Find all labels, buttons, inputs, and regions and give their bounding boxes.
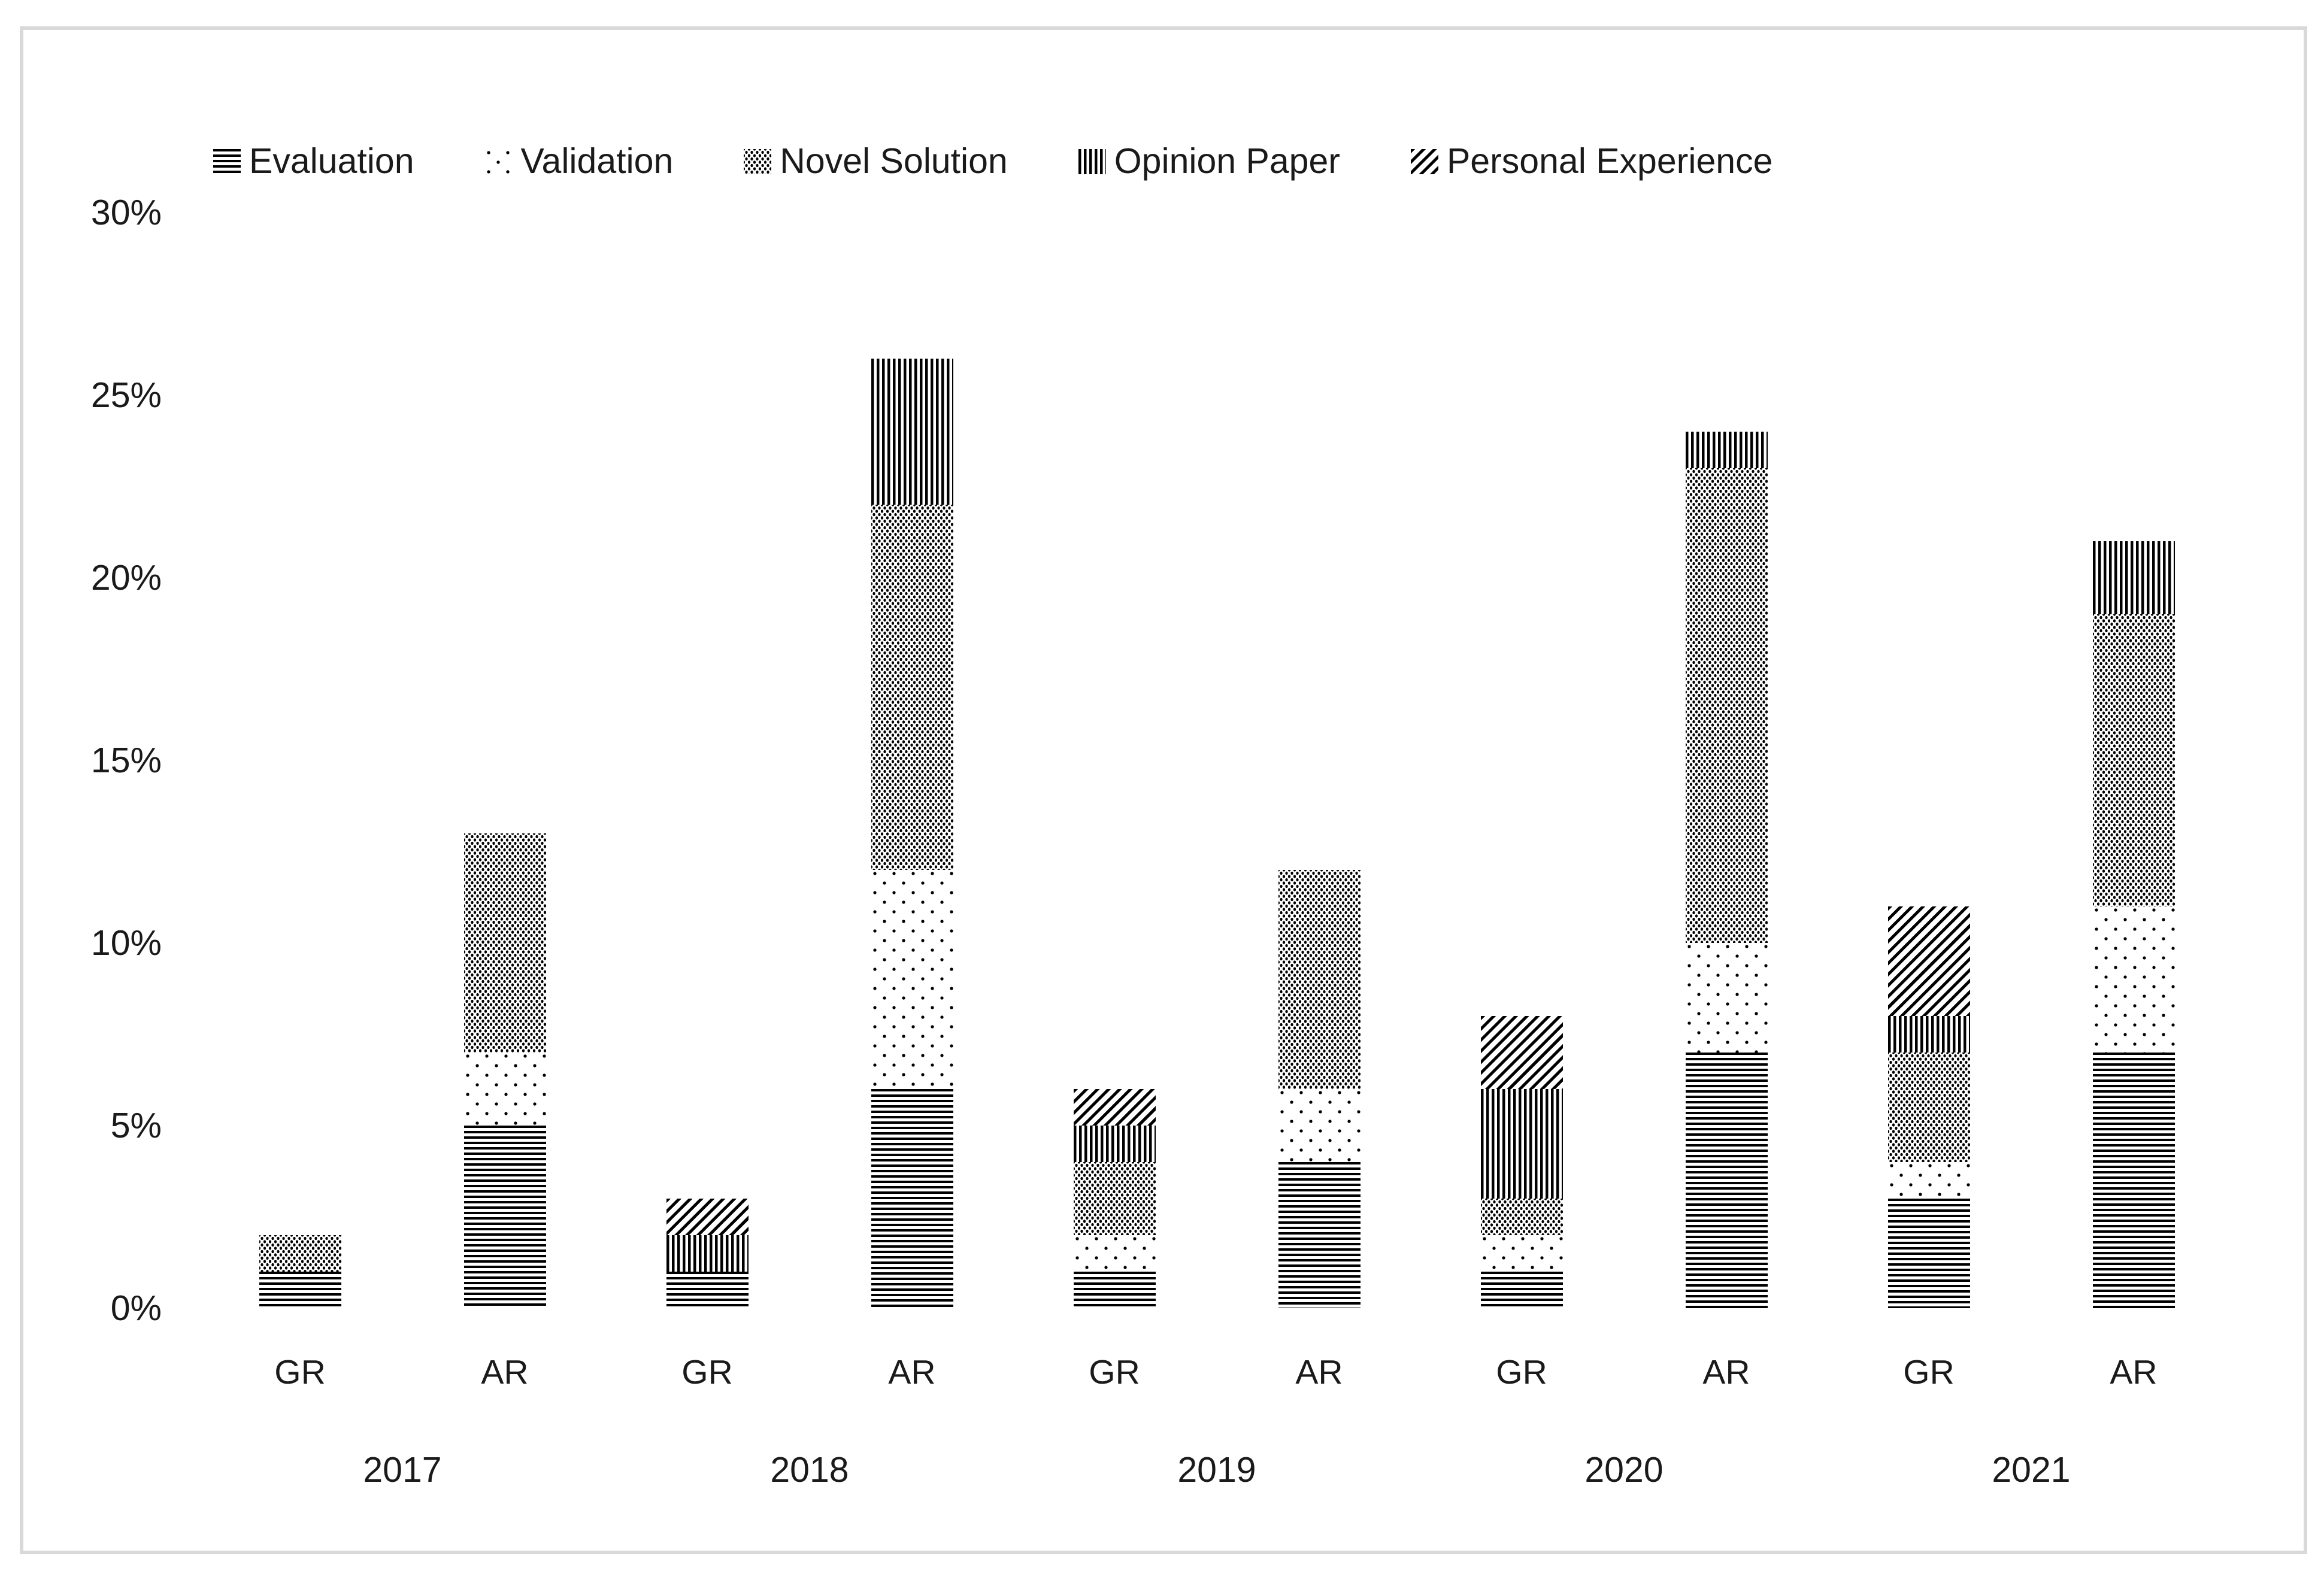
legend-item-diagonal-lines: Personal Experience: [1410, 141, 1773, 181]
x-year-label-2020: 2020: [1584, 1450, 1664, 1490]
sparse-dots-swatch: [484, 148, 513, 174]
y-tick-label: 10%: [90, 923, 162, 963]
segment-novel-solution: [1887, 1053, 1970, 1162]
segment-validation: [2092, 906, 2175, 1053]
segment-opinion-paper: [1480, 1089, 1563, 1199]
x-year-label-2018: 2018: [770, 1450, 849, 1490]
segment-evaluation: [1073, 1272, 1156, 1308]
segment-novel-solution: [1073, 1162, 1156, 1235]
x-bar-label-2018-gr: GR: [681, 1353, 733, 1391]
stacked-bar-2020-gr: [1480, 1016, 1563, 1308]
segment-evaluation: [463, 1126, 546, 1308]
y-tick-label: 0%: [110, 1288, 162, 1328]
segment-validation: [1685, 943, 1768, 1053]
x-bar-label-2021-gr: GR: [1903, 1353, 1955, 1391]
segment-novel-solution: [259, 1235, 341, 1272]
stacked-bar-2017-ar: [463, 833, 546, 1308]
legend-label: Novel Solution: [780, 141, 1008, 181]
segment-opinion-paper: [2092, 541, 2175, 614]
x-bar-label-2019-gr: GR: [1089, 1353, 1140, 1391]
segment-personal-experience: [666, 1199, 749, 1235]
segment-novel-solution: [1685, 468, 1768, 943]
segment-opinion-paper: [1887, 1016, 1970, 1053]
x-bar-label-2017-gr: GR: [274, 1353, 326, 1391]
segment-validation: [1073, 1235, 1156, 1272]
legend-item-horizontal-lines: Evaluation: [213, 144, 414, 179]
segment-personal-experience: [1073, 1089, 1156, 1126]
x-bar-label-2020-ar: AR: [1702, 1353, 1750, 1391]
segment-novel-solution: [2092, 614, 2175, 906]
segment-opinion-paper: [871, 359, 953, 505]
legend-item-sparse-dots: Validation: [484, 141, 674, 181]
stacked-bar-2019-ar: [1278, 870, 1361, 1308]
y-tick-label: 25%: [90, 375, 162, 415]
vertical-stripes-swatch: [1078, 148, 1106, 174]
segment-novel-solution: [1480, 1199, 1563, 1235]
dense-dots-swatch: [744, 148, 772, 174]
segment-evaluation: [871, 1089, 953, 1308]
stacked-bar-2018-gr: [666, 1199, 749, 1308]
segment-evaluation: [1685, 1053, 1768, 1308]
segment-validation: [871, 870, 953, 1089]
segment-validation: [1480, 1235, 1563, 1272]
x-year-label-2017: 2017: [363, 1450, 442, 1490]
legend-item-dense-dots: Novel Solution: [744, 141, 1008, 181]
stacked-bar-2021-ar: [2092, 541, 2175, 1308]
segment-validation: [463, 1053, 546, 1126]
x-year-label-2019: 2019: [1177, 1450, 1256, 1490]
segment-evaluation: [259, 1272, 341, 1308]
legend-label: Personal Experience: [1446, 141, 1773, 181]
stacked-bar-2021-gr: [1887, 906, 1970, 1308]
segment-personal-experience: [1887, 906, 1970, 1016]
segment-novel-solution: [1278, 870, 1361, 1089]
x-year-label-2021: 2021: [1992, 1450, 2071, 1490]
legend: Evaluation Validation Novel Solution Opinio…: [213, 144, 1772, 179]
diagonal-stripes-swatch: [1410, 148, 1438, 174]
legend-label: Validation: [520, 141, 674, 181]
y-tick-label: 30%: [90, 193, 162, 232]
stacked-bar-2020-ar: [1685, 432, 1768, 1308]
segment-evaluation: [1887, 1199, 1970, 1308]
legend-label: Opinion Paper: [1114, 141, 1340, 181]
x-bar-label-2020-gr: GR: [1496, 1353, 1547, 1391]
segment-evaluation: [1480, 1272, 1563, 1308]
x-bar-label-2017-ar: AR: [481, 1353, 529, 1391]
segment-validation: [1278, 1089, 1361, 1162]
segment-validation: [1887, 1162, 1970, 1199]
segment-opinion-paper: [1685, 432, 1768, 468]
segment-personal-experience: [1480, 1016, 1563, 1089]
x-bar-label-2021-ar: AR: [2110, 1353, 2158, 1391]
legend-label: Evaluation: [249, 141, 414, 181]
x-bar-label-2019-ar: AR: [1295, 1353, 1343, 1391]
segment-evaluation: [1278, 1162, 1361, 1308]
segment-opinion-paper: [1073, 1126, 1156, 1162]
y-tick-label: 5%: [110, 1106, 162, 1145]
x-bar-label-2018-ar: AR: [888, 1353, 936, 1391]
segment-evaluation: [2092, 1053, 2175, 1308]
stacked-bar-2018-ar: [871, 359, 953, 1308]
segment-opinion-paper: [666, 1235, 749, 1272]
y-tick-label: 20%: [90, 558, 162, 598]
segment-evaluation: [666, 1272, 749, 1308]
segment-novel-solution: [463, 833, 546, 1053]
stacked-bar-2019-gr: [1073, 1089, 1156, 1308]
segment-novel-solution: [871, 505, 953, 870]
y-tick-label: 15%: [90, 741, 162, 780]
stacked-bar-2017-gr: [259, 1235, 341, 1308]
horizontal-stripes-swatch: [213, 148, 241, 174]
legend-item-vertical-lines: Opinion Paper: [1078, 144, 1340, 179]
